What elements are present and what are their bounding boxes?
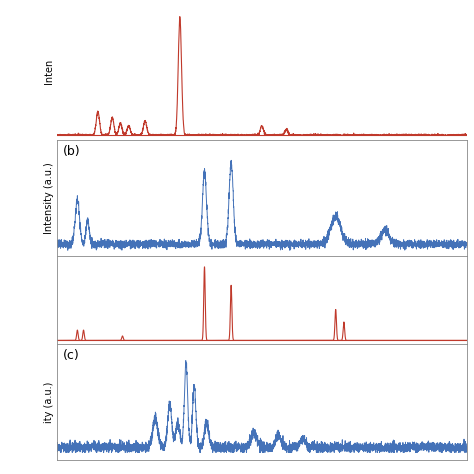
Text: (b): (b) <box>63 145 81 158</box>
Text: (c): (c) <box>63 349 80 362</box>
Y-axis label: Inten: Inten <box>44 59 54 84</box>
Y-axis label: ity (a.u.): ity (a.u.) <box>44 381 54 423</box>
Y-axis label: Intensity (a.u.): Intensity (a.u.) <box>44 162 54 234</box>
